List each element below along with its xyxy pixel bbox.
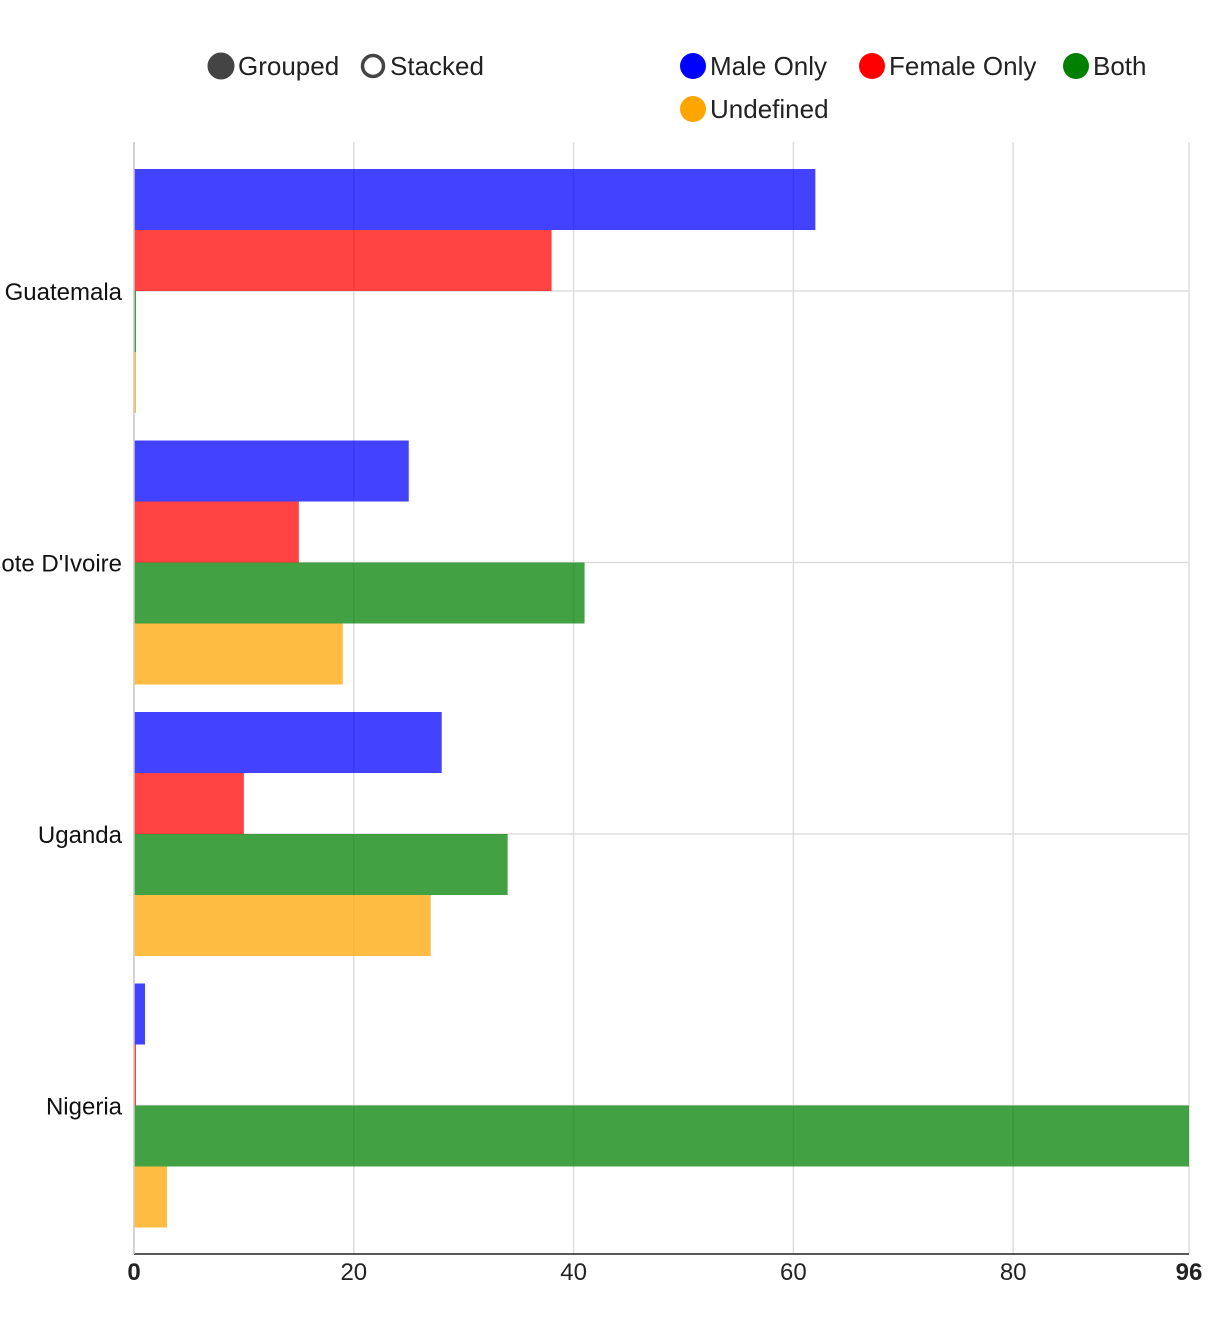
category-labels: Guatemala Cote D'Ivoire Uganda Nigeria xyxy=(0,279,123,1121)
bar-uganda-male-only[interactable] xyxy=(134,712,442,773)
bar-cote-d-ivoire-undefined[interactable] xyxy=(134,623,343,685)
stacked-label[interactable]: Stacked xyxy=(390,51,484,81)
legend-swatch-undefined xyxy=(680,96,706,122)
legend: Male Only Female Only Both Undefined xyxy=(680,51,1147,124)
x-tick-label-96: 96 xyxy=(1176,1259,1203,1286)
x-tick-label-20: 20 xyxy=(340,1259,367,1286)
stacked-radio-icon[interactable] xyxy=(360,53,386,79)
legend-item-both[interactable]: Both xyxy=(1063,51,1147,81)
legend-item-female-only[interactable]: Female Only xyxy=(859,51,1036,81)
x-tick-label-60: 60 xyxy=(780,1259,807,1286)
x-axis: 0 20 40 60 80 96 xyxy=(127,142,1202,1286)
bar-nigeria-undefined[interactable] xyxy=(134,1166,167,1228)
x-tick-label-0: 0 xyxy=(127,1259,140,1286)
legend-label-undefined: Undefined xyxy=(710,94,829,124)
bar-uganda-undefined[interactable] xyxy=(134,895,431,956)
x-tick-label-80: 80 xyxy=(1000,1259,1027,1286)
grouped-radio-icon[interactable] xyxy=(207,52,235,80)
legend-swatch-female-only xyxy=(859,53,885,79)
bar-uganda-female-only[interactable] xyxy=(134,773,244,834)
legend-label-female-only: Female Only xyxy=(889,51,1036,81)
bars xyxy=(134,169,1189,1228)
stacked-option[interactable]: Stacked xyxy=(360,51,484,81)
bar-nigeria-both[interactable] xyxy=(134,1105,1189,1167)
x-tick-label-40: 40 xyxy=(560,1259,587,1286)
bar-guatemala-female-only[interactable] xyxy=(134,230,552,291)
category-label-uganda: Uganda xyxy=(38,822,123,849)
gridlines xyxy=(133,142,1190,1254)
legend-swatch-male-only xyxy=(680,53,706,79)
mode-toggle[interactable]: Grouped Stacked xyxy=(207,51,484,81)
category-label-guatemala: Guatemala xyxy=(5,279,123,306)
legend-label-both: Both xyxy=(1093,51,1147,81)
category-label-nigeria: Nigeria xyxy=(46,1094,123,1121)
bar-cote-d-ivoire-female-only[interactable] xyxy=(134,501,299,563)
bar-guatemala-undefined[interactable] xyxy=(134,352,136,413)
grouped-label[interactable]: Grouped xyxy=(238,51,339,81)
legend-label-male-only: Male Only xyxy=(710,51,827,81)
bar-guatemala-both[interactable] xyxy=(134,291,136,352)
legend-swatch-both xyxy=(1063,53,1089,79)
bar-cote-d-ivoire-both[interactable] xyxy=(134,562,585,624)
category-label-cote-d-ivoire: Cote D'Ivoire xyxy=(0,551,122,578)
bar-uganda-both[interactable] xyxy=(134,834,508,895)
bar-guatemala-male-only[interactable] xyxy=(134,169,816,230)
legend-item-undefined[interactable]: Undefined xyxy=(680,94,829,124)
bar-nigeria-female-only[interactable] xyxy=(134,1044,136,1106)
bar-nigeria-male-only[interactable] xyxy=(134,983,145,1045)
grouped-option[interactable]: Grouped xyxy=(207,51,339,81)
bar-cote-d-ivoire-male-only[interactable] xyxy=(134,440,409,502)
legend-item-male-only[interactable]: Male Only xyxy=(680,51,827,81)
